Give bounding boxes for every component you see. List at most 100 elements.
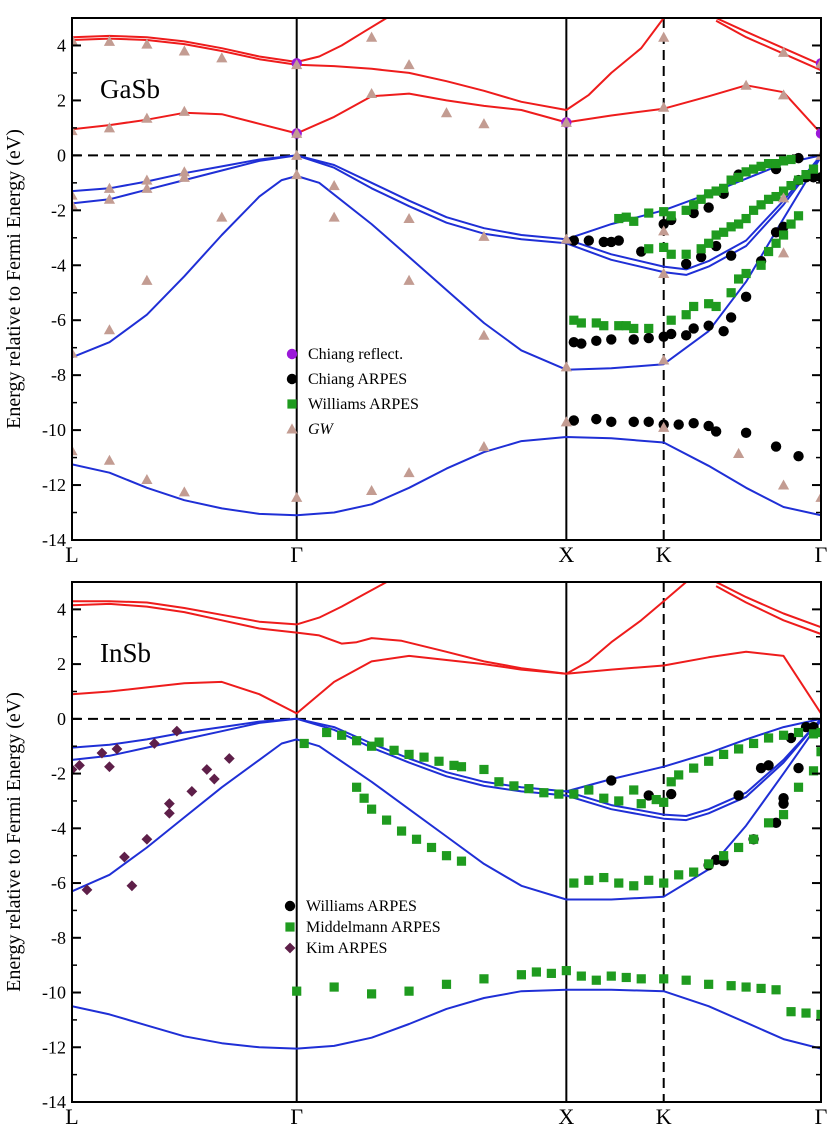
data-point	[643, 332, 654, 344]
data-point	[710, 240, 722, 252]
data-point	[696, 244, 706, 254]
series-williams-arpes	[569, 154, 819, 334]
data-point	[689, 301, 699, 312]
data-point	[703, 202, 714, 213]
series-chiang-reflect-	[291, 58, 821, 139]
legend-marker	[286, 423, 298, 434]
band-conduction-5	[715, 19, 821, 72]
data-point	[711, 230, 721, 240]
data-point	[583, 235, 595, 246]
data-point	[658, 267, 670, 278]
data-point	[636, 974, 646, 984]
data-point	[801, 1008, 811, 1018]
band-conduction-1	[72, 84, 821, 135]
data-point	[734, 274, 744, 284]
data-point	[628, 334, 639, 345]
data-point	[72, 125, 78, 136]
data-point	[366, 87, 378, 99]
kpoint-label-1: Γ	[290, 1104, 303, 1129]
data-point	[771, 985, 781, 995]
data-point	[770, 817, 782, 829]
data-point	[785, 732, 797, 744]
data-point	[328, 179, 340, 191]
data-point	[367, 989, 377, 999]
y-tick-label: -8	[51, 928, 66, 948]
data-point	[584, 875, 594, 885]
data-point	[740, 427, 752, 439]
data-point	[741, 268, 751, 279]
data-point	[614, 213, 624, 224]
data-point	[148, 738, 160, 749]
data-point	[704, 756, 714, 766]
series-middelmann-arpes	[292, 727, 821, 1020]
data-point	[659, 242, 669, 253]
data-point	[568, 415, 580, 426]
data-point	[808, 729, 819, 739]
data-point	[696, 194, 706, 204]
data-point	[643, 416, 654, 428]
data-point	[815, 128, 821, 139]
data-point	[777, 89, 790, 100]
data-point	[778, 810, 789, 820]
data-point	[478, 329, 490, 340]
data-point	[81, 884, 93, 896]
data-point	[539, 788, 549, 798]
data-point	[606, 775, 617, 786]
data-point	[703, 320, 714, 331]
data-point	[741, 982, 751, 992]
data-point	[658, 354, 670, 365]
series-chiang-arpes	[568, 152, 821, 462]
data-point	[770, 441, 782, 452]
data-point	[786, 219, 796, 229]
data-point	[291, 149, 303, 160]
data-point	[216, 211, 228, 222]
data-point	[103, 35, 116, 46]
data-point	[337, 730, 347, 740]
y-tick-label: -12	[42, 475, 66, 495]
data-point	[291, 491, 303, 502]
legend: Williams ARPES Middelmann ARPES Kim ARPES	[284, 898, 441, 957]
data-point	[801, 170, 811, 180]
data-point	[733, 790, 744, 801]
data-point	[778, 793, 789, 804]
data-point	[629, 323, 639, 334]
data-point	[666, 777, 676, 787]
data-point	[366, 484, 378, 496]
data-point	[777, 479, 790, 490]
panel-insb: -14 -12 -10 -8 -6 -4 -2 0 2 4 L Γ X K Γ Energy relative…	[3, 581, 828, 1129]
data-point	[426, 842, 437, 853]
data-point	[494, 777, 504, 787]
data-point	[163, 798, 175, 810]
data-point	[719, 749, 729, 760]
data-point	[636, 246, 647, 257]
data-point	[651, 794, 661, 805]
data-point	[688, 418, 699, 429]
data-point	[719, 851, 729, 861]
kpoint-label-2: X	[558, 542, 574, 567]
data-point	[178, 45, 190, 56]
data-point	[778, 230, 789, 240]
data-point	[72, 347, 78, 358]
legend-label: Kim ARPES	[306, 940, 387, 957]
band-conduction-3	[72, 582, 388, 626]
data-point	[449, 760, 459, 770]
data-point	[434, 756, 444, 766]
data-point	[748, 164, 759, 174]
data-point	[786, 1007, 796, 1017]
data-point	[756, 260, 766, 270]
y-tick-label: -14	[42, 1092, 66, 1112]
data-point	[763, 246, 774, 257]
data-point	[756, 161, 766, 171]
data-point	[771, 238, 781, 248]
data-point	[614, 796, 624, 806]
data-point	[681, 310, 691, 320]
data-point	[666, 249, 676, 259]
band-conduction-5	[715, 585, 821, 635]
data-point	[658, 31, 670, 42]
data-point	[718, 326, 729, 337]
data-point	[141, 182, 153, 193]
data-point	[674, 770, 684, 780]
data-point	[689, 200, 699, 210]
data-point	[793, 451, 804, 462]
data-point	[584, 785, 594, 795]
